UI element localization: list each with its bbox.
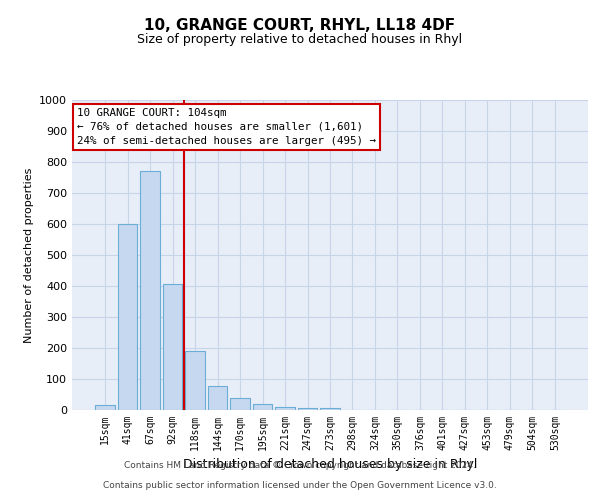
X-axis label: Distribution of detached houses by size in Rhyl: Distribution of detached houses by size … [183, 458, 477, 471]
Bar [298, 408, 317, 410]
Text: Contains HM Land Registry data © Crown copyright and database right 2024.: Contains HM Land Registry data © Crown c… [124, 461, 476, 470]
Text: Size of property relative to detached houses in Rhyl: Size of property relative to detached ho… [137, 32, 463, 46]
Bar [163, 284, 182, 410]
Bar [275, 407, 295, 410]
Bar [320, 408, 340, 410]
Bar [185, 351, 205, 410]
Text: 10, GRANGE COURT, RHYL, LL18 4DF: 10, GRANGE COURT, RHYL, LL18 4DF [145, 18, 455, 32]
Bar [118, 224, 137, 410]
Bar [230, 398, 250, 410]
Bar [208, 386, 227, 410]
Y-axis label: Number of detached properties: Number of detached properties [23, 168, 34, 342]
Text: Contains public sector information licensed under the Open Government Licence v3: Contains public sector information licen… [103, 481, 497, 490]
Bar [253, 404, 272, 410]
Text: 10 GRANGE COURT: 104sqm
← 76% of detached houses are smaller (1,601)
24% of semi: 10 GRANGE COURT: 104sqm ← 76% of detache… [77, 108, 376, 146]
Bar [140, 172, 160, 410]
Bar [95, 406, 115, 410]
